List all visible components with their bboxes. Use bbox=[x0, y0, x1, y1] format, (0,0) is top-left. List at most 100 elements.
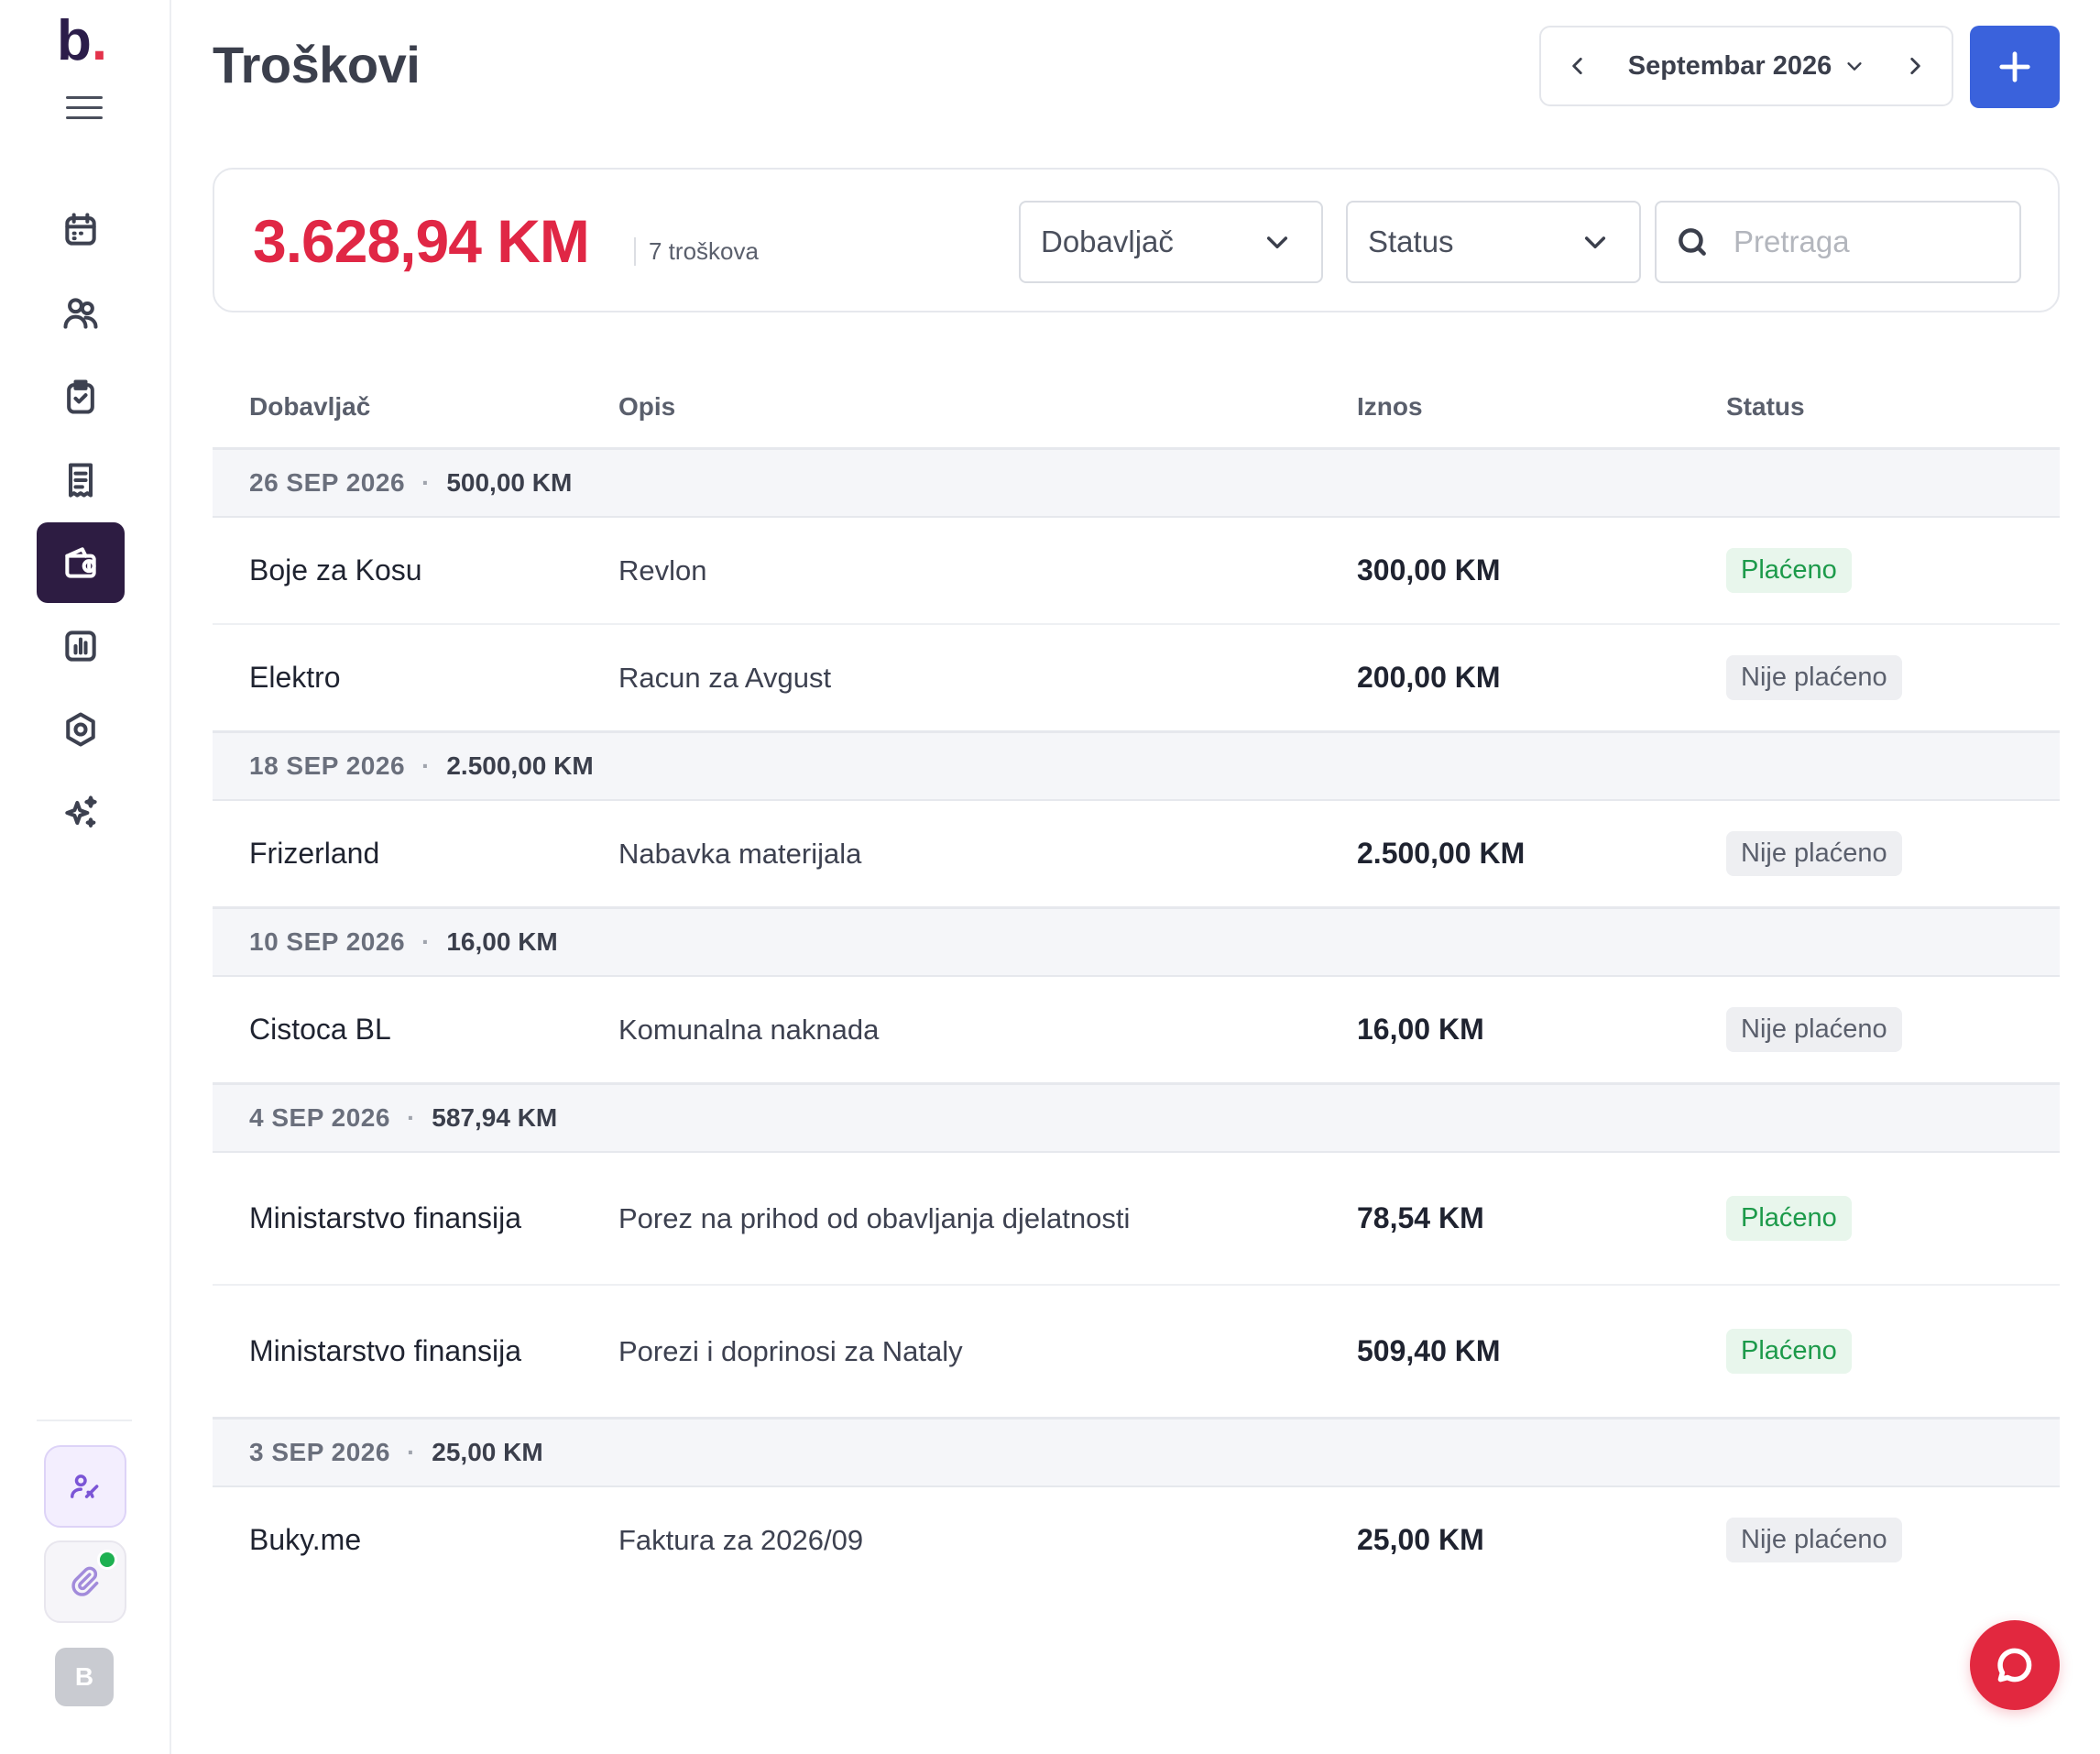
status-filter[interactable]: Status bbox=[1346, 201, 1641, 283]
sidebar-item-clients[interactable] bbox=[37, 273, 125, 354]
group-date: 10 SEP 2026 bbox=[249, 927, 406, 956]
group-total: 500,00 KM bbox=[446, 468, 573, 497]
table-header: Dobavljač Opis Iznos Status bbox=[213, 367, 2060, 450]
row-amount: 2.500,00 KM bbox=[1357, 837, 1526, 870]
status-badge[interactable]: Nije plaćeno bbox=[1726, 1007, 1902, 1052]
row-supplier: Boje za Kosu bbox=[249, 554, 422, 587]
sidebar: b. B bbox=[0, 0, 171, 1754]
user-signature-icon bbox=[71, 1474, 99, 1498]
supplier-filter-label: Dobavljač bbox=[1041, 225, 1174, 258]
brand-logo[interactable]: b. bbox=[57, 9, 108, 72]
status-badge[interactable]: Nije plaćeno bbox=[1726, 1518, 1902, 1562]
month-select[interactable]: Septembar 2026 bbox=[1614, 51, 1878, 82]
sidebar-item-invoices[interactable] bbox=[37, 440, 125, 521]
date-group-header: 4 SEP 2026 · 587,94 KM bbox=[213, 1085, 2060, 1153]
online-status-dot bbox=[97, 1550, 117, 1570]
group-date: 4 SEP 2026 bbox=[249, 1103, 390, 1132]
table-row[interactable]: Boje za Kosu Revlon 300,00 KM Plaćeno bbox=[213, 518, 2060, 625]
integrations-button[interactable] bbox=[44, 1540, 126, 1623]
sidebar-item-ai[interactable] bbox=[37, 773, 125, 853]
row-description: Racun za Avgust bbox=[618, 661, 832, 694]
row-amount: 78,54 KM bbox=[1357, 1201, 1484, 1234]
row-description: Komunalna naknada bbox=[618, 1013, 880, 1046]
sidebar-item-settings[interactable] bbox=[37, 689, 125, 770]
chevron-right-icon bbox=[1910, 58, 1920, 74]
chevron-down-icon bbox=[1584, 236, 1606, 249]
row-amount: 509,40 KM bbox=[1357, 1334, 1501, 1367]
row-description: Revlon bbox=[618, 554, 707, 586]
sidebar-item-tasks[interactable] bbox=[37, 356, 125, 437]
group-total: 2.500,00 KM bbox=[446, 751, 594, 780]
row-supplier: Frizerland bbox=[249, 837, 380, 871]
clipboard-check-icon bbox=[67, 379, 94, 414]
table-row[interactable]: Cistoca BL Komunalna naknada 16,00 KM Ni… bbox=[213, 977, 2060, 1085]
row-supplier: Cistoca BL bbox=[249, 1013, 391, 1047]
expenses-table: Dobavljač Opis Iznos Status 26 SEP 2026 ·… bbox=[213, 367, 2060, 1593]
sidebar-item-reports[interactable] bbox=[37, 606, 125, 686]
group-date: 3 SEP 2026 bbox=[249, 1438, 390, 1466]
signature-button[interactable] bbox=[44, 1445, 126, 1528]
column-header-amount[interactable]: Iznos bbox=[1357, 392, 1423, 421]
date-group-header: 3 SEP 2026 · 25,00 KM bbox=[213, 1420, 2060, 1487]
date-group-header: 26 SEP 2026 · 500,00 KM bbox=[213, 450, 2060, 518]
date-group-header: 18 SEP 2026 · 2.500,00 KM bbox=[213, 733, 2060, 801]
chevron-down-icon bbox=[1266, 236, 1288, 249]
row-supplier: Ministarstvo finansija bbox=[249, 1334, 521, 1368]
search-icon bbox=[1679, 228, 1706, 256]
sidebar-divider bbox=[37, 1420, 132, 1421]
table-row[interactable]: Ministarstvo finansija Porezi i doprinos… bbox=[213, 1286, 2060, 1420]
row-description: Nabavka materijala bbox=[618, 837, 862, 870]
row-description: Faktura za 2026/09 bbox=[618, 1523, 864, 1556]
plus-icon bbox=[1999, 51, 2030, 82]
status-badge[interactable]: Nije plaćeno bbox=[1726, 831, 1902, 876]
next-month-button[interactable] bbox=[1878, 27, 1952, 104]
chat-bubble-icon bbox=[1997, 1648, 2032, 1683]
column-header-status[interactable]: Status bbox=[1726, 392, 1805, 421]
row-description: Porezi i doprinosi za Nataly bbox=[618, 1334, 963, 1367]
avatar[interactable]: B bbox=[55, 1648, 114, 1706]
row-amount: 16,00 KM bbox=[1357, 1013, 1484, 1046]
menu-icon[interactable] bbox=[66, 96, 103, 122]
support-chat-button[interactable] bbox=[1970, 1620, 2060, 1710]
total-amount: 3.628,94 KM bbox=[253, 207, 590, 275]
summary-card: 3.628,94 KM 7 troškova Dobavljač Status bbox=[213, 168, 2060, 312]
chevron-left-icon bbox=[1572, 58, 1582, 74]
chevron-down-icon bbox=[1847, 62, 1862, 71]
status-badge[interactable]: Plaćeno bbox=[1726, 548, 1852, 593]
row-amount: 200,00 KM bbox=[1357, 661, 1501, 694]
table-row[interactable]: Ministarstvo finansija Porez na prihod o… bbox=[213, 1153, 2060, 1286]
status-filter-label: Status bbox=[1368, 225, 1454, 258]
sidebar-item-expenses[interactable] bbox=[37, 522, 125, 603]
group-total: 16,00 KM bbox=[446, 927, 558, 956]
month-navigator: Septembar 2026 bbox=[1539, 26, 1953, 106]
group-date: 26 SEP 2026 bbox=[249, 468, 406, 497]
chart-bar-icon bbox=[65, 630, 96, 662]
column-header-supplier[interactable]: Dobavljač bbox=[249, 392, 371, 421]
search-field bbox=[1655, 201, 2021, 283]
add-expense-button[interactable] bbox=[1970, 26, 2060, 108]
table-row[interactable]: Elektro Racun za Avgust 200,00 KM Nije p… bbox=[213, 625, 2060, 733]
expense-count: 7 troškova bbox=[634, 237, 759, 266]
gear-icon bbox=[66, 712, 95, 747]
table-row[interactable]: Frizerland Nabavka materijala 2.500,00 K… bbox=[213, 801, 2060, 909]
month-label: Septembar 2026 bbox=[1627, 50, 1832, 81]
supplier-filter[interactable]: Dobavljač bbox=[1019, 201, 1323, 283]
sparkles-icon bbox=[65, 795, 97, 828]
status-badge[interactable]: Plaćeno bbox=[1726, 1196, 1852, 1241]
status-badge[interactable]: Nije plaćeno bbox=[1726, 655, 1902, 700]
date-group-header: 10 SEP 2026 · 16,00 KM bbox=[213, 909, 2060, 977]
table-row[interactable]: Buky.me Faktura za 2026/09 25,00 KM Nije… bbox=[213, 1487, 2060, 1593]
row-supplier: Ministarstvo finansija bbox=[249, 1201, 521, 1235]
search-input[interactable] bbox=[1732, 224, 2010, 260]
group-total: 25,00 KM bbox=[432, 1438, 543, 1466]
users-icon bbox=[63, 298, 98, 329]
status-badge[interactable]: Plaćeno bbox=[1726, 1329, 1852, 1374]
calendar-icon bbox=[65, 213, 96, 246]
receipt-icon bbox=[68, 463, 93, 498]
previous-month-button[interactable] bbox=[1541, 27, 1614, 104]
row-supplier: Elektro bbox=[249, 661, 341, 695]
row-description: Porez na prihod od obavljanja djelatnost… bbox=[618, 1201, 1131, 1234]
column-header-description[interactable]: Opis bbox=[618, 392, 676, 421]
sidebar-item-calendar[interactable] bbox=[37, 190, 125, 270]
group-total: 587,94 KM bbox=[432, 1103, 558, 1132]
